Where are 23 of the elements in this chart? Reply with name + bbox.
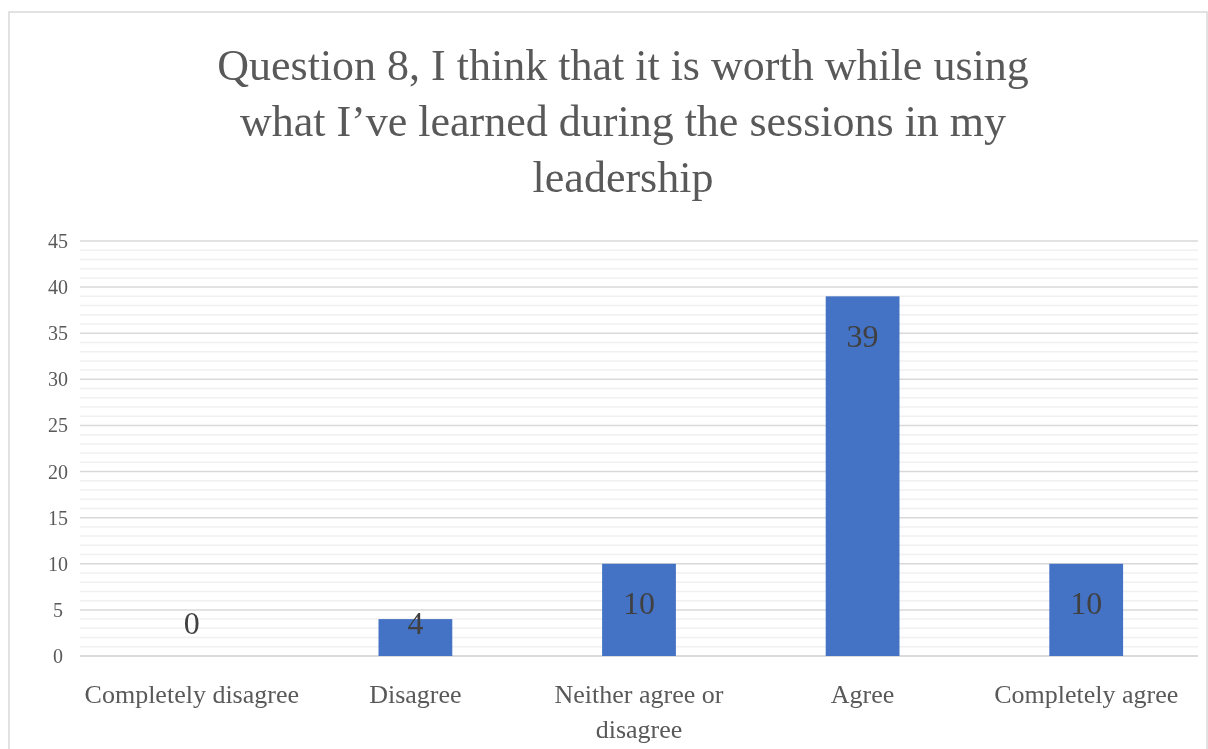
x-tick-label: Completely agree (994, 680, 1179, 710)
y-tick-label: 20 (48, 460, 68, 483)
data-label: 0 (183, 605, 200, 642)
bar (1049, 563, 1124, 656)
y-tick-label: 10 (48, 552, 68, 575)
data-label: 10 (1070, 584, 1103, 621)
y-tick-label: 40 (48, 276, 68, 299)
bar (825, 296, 900, 656)
data-label: 39 (846, 317, 879, 354)
y-tick-label: 35 (48, 322, 68, 345)
y-tick-label: 25 (48, 414, 68, 437)
y-tick-label: 5 (53, 598, 63, 621)
data-label: 10 (623, 584, 655, 621)
bar (602, 563, 676, 656)
y-tick-label: 30 (48, 368, 68, 391)
x-tick-label: Completely disagree (84, 680, 300, 710)
y-tick-label: 0 (53, 645, 63, 667)
x-tick-label: Disagree (369, 680, 462, 710)
y-tick-label: 15 (48, 506, 68, 529)
x-tick-label: Agree (830, 680, 895, 710)
y-tick-label: 45 (48, 230, 68, 252)
chart-title: Question 8, I think that it is worth while using what I’ve learned during the sessions in my leadership (217, 41, 1029, 203)
x-tick-label: Neither agree or disagree (554, 680, 724, 745)
